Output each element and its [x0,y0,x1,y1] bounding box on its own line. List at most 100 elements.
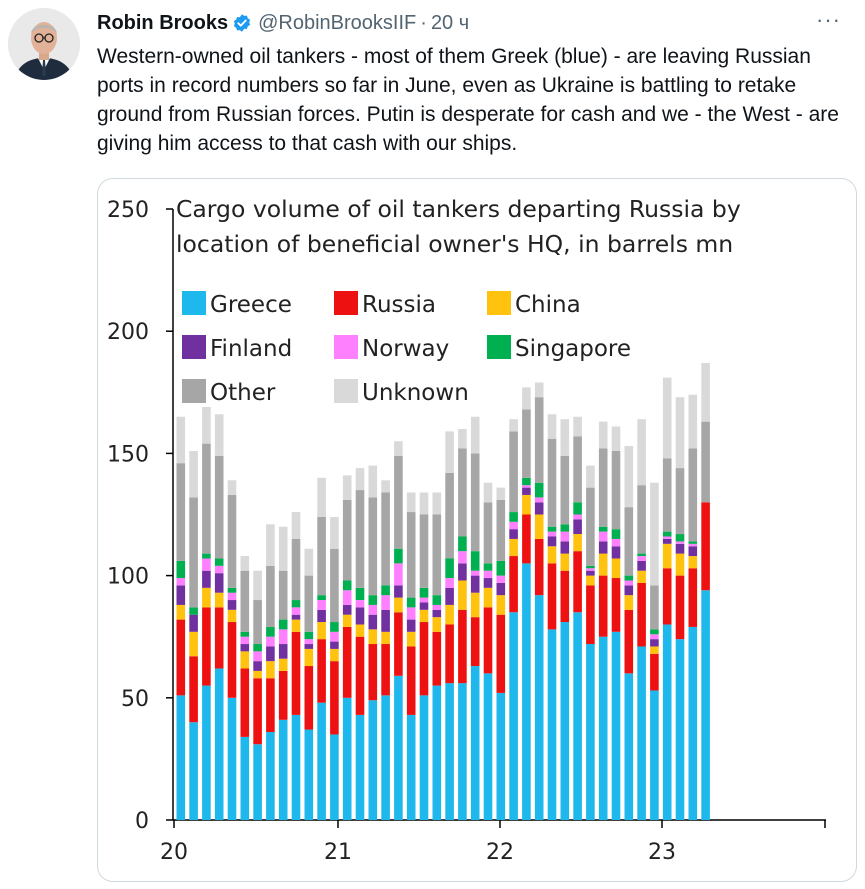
bar-segment-greece [253,744,262,820]
bar-segment-other [355,490,365,588]
bar-segment-finland [189,614,198,632]
bar-segment-other [650,585,659,630]
tweet-timestamp[interactable]: 20 ч [430,11,470,34]
bar-segment-china [650,646,659,654]
legend-swatch [182,291,206,315]
bar-segment-china [509,538,518,557]
bar-segment-finland [650,639,659,647]
bar-segment-russia [560,570,570,623]
bar-segment-singapore [330,622,339,632]
bar-segment-russia [701,502,710,591]
bar-segment-greece [176,695,186,820]
bar-segment-finland [304,644,314,649]
bar-segment-other [483,502,493,564]
bar-segment-china [547,546,557,564]
bar-segment-singapore [470,551,480,571]
bar-segment-greece [227,697,237,820]
bar-segment-finland [624,585,634,596]
bar-segment-singapore [458,536,467,552]
bar-segment-greece [278,719,288,820]
bar-segment-other [214,455,224,559]
more-options-icon[interactable]: ··· [816,7,841,32]
bar-segment-singapore [496,560,506,576]
bar-segment-unknown [470,416,480,454]
bar-segment-norway [522,485,531,488]
bar-segment-china [483,587,493,608]
bar-segment-finland [240,644,250,652]
bar-segment-finland [432,609,442,618]
bar-segment-russia [394,612,403,676]
bar-segment-unknown [650,482,659,586]
y-tick-label: 0 [135,809,149,834]
bar-segment-singapore [266,626,275,637]
avatar[interactable] [8,8,80,80]
bar-segment-other [509,431,518,513]
author-name[interactable]: Robin Brooks [97,11,229,34]
bar-segment-other [560,455,570,525]
bar-segment-singapore [534,482,544,498]
bar-segment-china [688,556,698,569]
bar-segment-russia [253,678,262,745]
bar-segment-unknown [688,394,698,449]
bar-segment-china [330,648,339,662]
bar-segment-unknown [202,406,211,444]
bar-segment-singapore [675,534,685,542]
bar-segment-other [189,497,198,608]
legend-label: China [515,292,581,318]
bar-segment-unknown [189,450,198,498]
stacked-bar-chart: 0 50 100 150 200 250 20 21 22 23 Cargo volume of o… [107,195,826,865]
bar-segment-finland [560,541,570,554]
bar-segment-singapore [483,563,493,571]
bar-segment-norway [483,570,493,579]
bar-segment-norway [266,636,275,647]
bar-segment-norway [547,531,557,537]
bar-segment-china [355,624,365,637]
y-tick-label: 150 [107,442,149,467]
bar-segment-finland [355,607,365,625]
bar-segment-singapore [419,587,429,598]
tweet-media-chart[interactable]: 0 50 100 150 200 250 20 21 22 23 Cargo volume of o… [97,178,857,882]
bar-segment-china [624,595,634,610]
bar-segment-greece [291,714,301,820]
bar-segment-singapore [394,548,403,564]
bar-segment-unknown [611,426,621,451]
bar-segment-singapore [547,526,557,532]
bar-segment-finland [227,600,237,610]
bar-segment-china [560,553,570,571]
bar-segment-unknown [317,477,326,517]
bar-segment-greece [496,692,506,820]
y-tick-label: 100 [107,565,149,590]
author-handle[interactable]: @RobinBrooksIIF [258,11,417,34]
bar-segment-greece [445,683,454,820]
bar-segment-other [637,485,646,554]
bar-segment-singapore [278,619,288,630]
bar-segment-russia [176,619,186,696]
bar-segment-singapore [688,541,698,544]
bar-segment-china [253,670,262,679]
bar-segment-finland [342,604,352,615]
bar-segment-unknown [419,492,429,515]
bar-segment-russia [458,609,467,684]
bar-segment-russia [227,622,237,698]
bar-segment-singapore [406,597,416,608]
bar-segment-greece [509,612,518,820]
bar-segment-china [406,631,416,647]
bar-segment-norway [304,639,314,645]
legend-label: Russia [362,292,436,318]
bar-segment-finland [522,487,531,495]
bar-segment-norway [394,563,403,586]
bar-segment-singapore [176,560,186,579]
verified-badge-icon [232,13,252,33]
bar-segment-russia [509,556,518,613]
bar-segment-china [586,575,595,586]
bar-segment-greece [573,612,582,820]
bar-segment-finland [547,536,557,547]
bar-segment-norway [598,531,608,542]
bar-segment-norway [342,590,352,605]
bar-segment-unknown [637,419,646,486]
bar-segment-other [240,570,250,632]
bar-segment-singapore [573,502,582,515]
bar-segment-singapore [560,524,570,532]
bar-segment-norway [534,497,544,503]
bar-segment-other [598,448,608,527]
